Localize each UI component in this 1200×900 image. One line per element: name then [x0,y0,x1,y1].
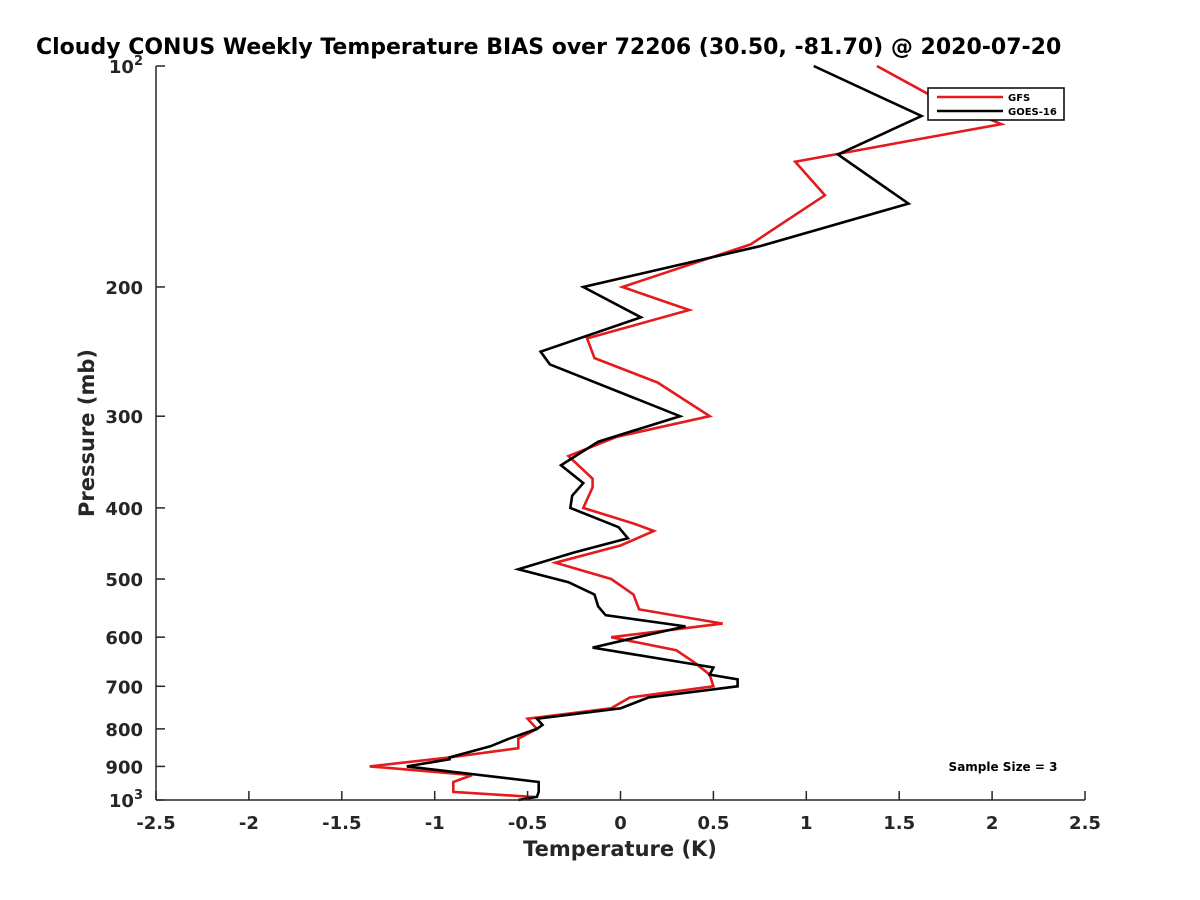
sample-size-note: Sample Size = 3 [949,760,1058,774]
plot-lines [369,64,1007,802]
y-tick-label: 400 [105,499,143,520]
y-tick-label: 300 [105,407,143,428]
y-tick-label-bottom: 103 [109,788,143,812]
y-tick-label: 700 [105,677,143,698]
x-tick-label: -2.5 [136,813,175,834]
series-line-goes-16 [406,64,925,802]
legend-label-gfs: GFS [1008,93,1030,104]
legend: GFS GOES-16 [927,87,1065,121]
y-tick-label-top: 102 [109,54,143,78]
series-line-gfs [369,64,1007,801]
y-tick-label: 200 [105,278,143,299]
x-tick-label: 0.5 [697,813,729,834]
x-tick-label: -2 [239,813,259,834]
y-axis-label: Pressure (mb) [75,349,99,517]
legend-label-goes-16: GOES-16 [1008,107,1057,118]
y-tick-label: 600 [105,628,143,649]
y-tick-label: 500 [105,570,143,591]
axes: -2.5 -2 -1.5 -1 -0.5 0 0.5 1 1.5 2 2.5 200 300 400 500… [105,54,1101,834]
x-tick-label: -1.5 [322,813,361,834]
x-tick-label: -0.5 [508,813,547,834]
y-tick-label: 900 [105,757,143,778]
y-tick-label: 800 [105,720,143,741]
legend-box [927,87,1065,121]
chart-title: Cloudy CONUS Weekly Temperature BIAS ove… [36,35,1061,60]
x-axis-label: Temperature (K) [523,837,717,861]
x-tick-label: 1.5 [883,813,915,834]
x-tick-label: 0 [614,813,627,834]
x-tick-label: 2 [986,813,999,834]
x-tick-label: 2.5 [1069,813,1101,834]
x-tick-label: -1 [425,813,445,834]
x-tick-label: 1 [800,813,813,834]
